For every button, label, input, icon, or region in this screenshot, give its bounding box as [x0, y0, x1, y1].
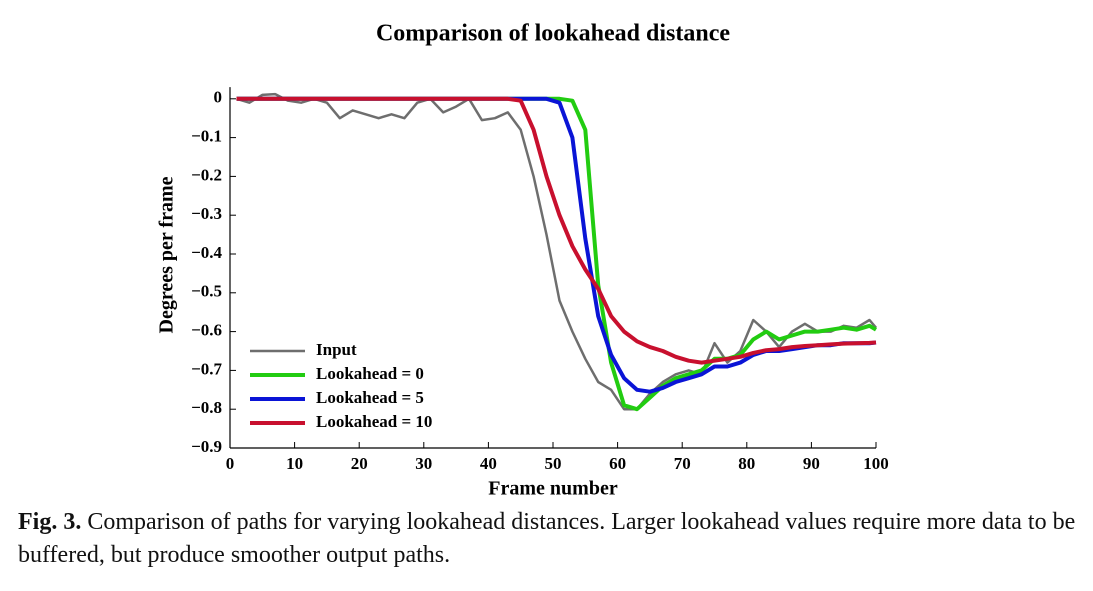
- y-tick-label: −0.3: [191, 204, 222, 223]
- series-line: [236, 92, 877, 411]
- x-tick-label: 100: [863, 454, 889, 473]
- y-tick-label: 0: [214, 88, 223, 107]
- y-tick-label: −0.4: [191, 243, 222, 262]
- x-tick-label: 10: [286, 454, 303, 473]
- x-tick-label: 30: [415, 454, 432, 473]
- y-tick-label: −0.9: [191, 437, 222, 456]
- legend-label: Input: [316, 340, 357, 359]
- x-tick-label: 0: [226, 454, 235, 473]
- y-tick-label: −0.5: [191, 282, 222, 301]
- legend-label: Lookahead = 10: [316, 412, 432, 431]
- x-tick-label: 20: [351, 454, 368, 473]
- y-tick-label: −0.1: [191, 127, 222, 146]
- y-tick-label: −0.6: [191, 321, 222, 340]
- x-axis-label: Frame number: [488, 478, 618, 500]
- series-line: [236, 96, 878, 412]
- chart-title: Comparison of lookahead distance: [376, 21, 730, 47]
- x-tick-label: 90: [803, 454, 820, 473]
- y-axis-label: Degrees per frame: [156, 176, 178, 333]
- x-tick-label: 40: [480, 454, 497, 473]
- caption-text: Comparison of paths for varying lookahea…: [18, 509, 1076, 568]
- x-tick-label: 60: [609, 454, 626, 473]
- legend-label: Lookahead = 0: [316, 364, 424, 383]
- x-tick-label: 80: [738, 454, 755, 473]
- x-tick-label: 70: [674, 454, 691, 473]
- y-tick-label: −0.2: [191, 165, 222, 184]
- legend-label: Lookahead = 5: [316, 388, 424, 407]
- y-tick-label: −0.7: [191, 359, 222, 378]
- caption: Fig. 3. Comparison of paths for varying …: [18, 506, 1078, 572]
- y-tick-label: −0.8: [191, 398, 222, 417]
- x-tick-label: 50: [545, 454, 562, 473]
- series-line: [236, 96, 877, 365]
- chart: Comparison of lookahead distance Frame n…: [156, 21, 889, 500]
- caption-label: Fig. 3.: [18, 509, 82, 535]
